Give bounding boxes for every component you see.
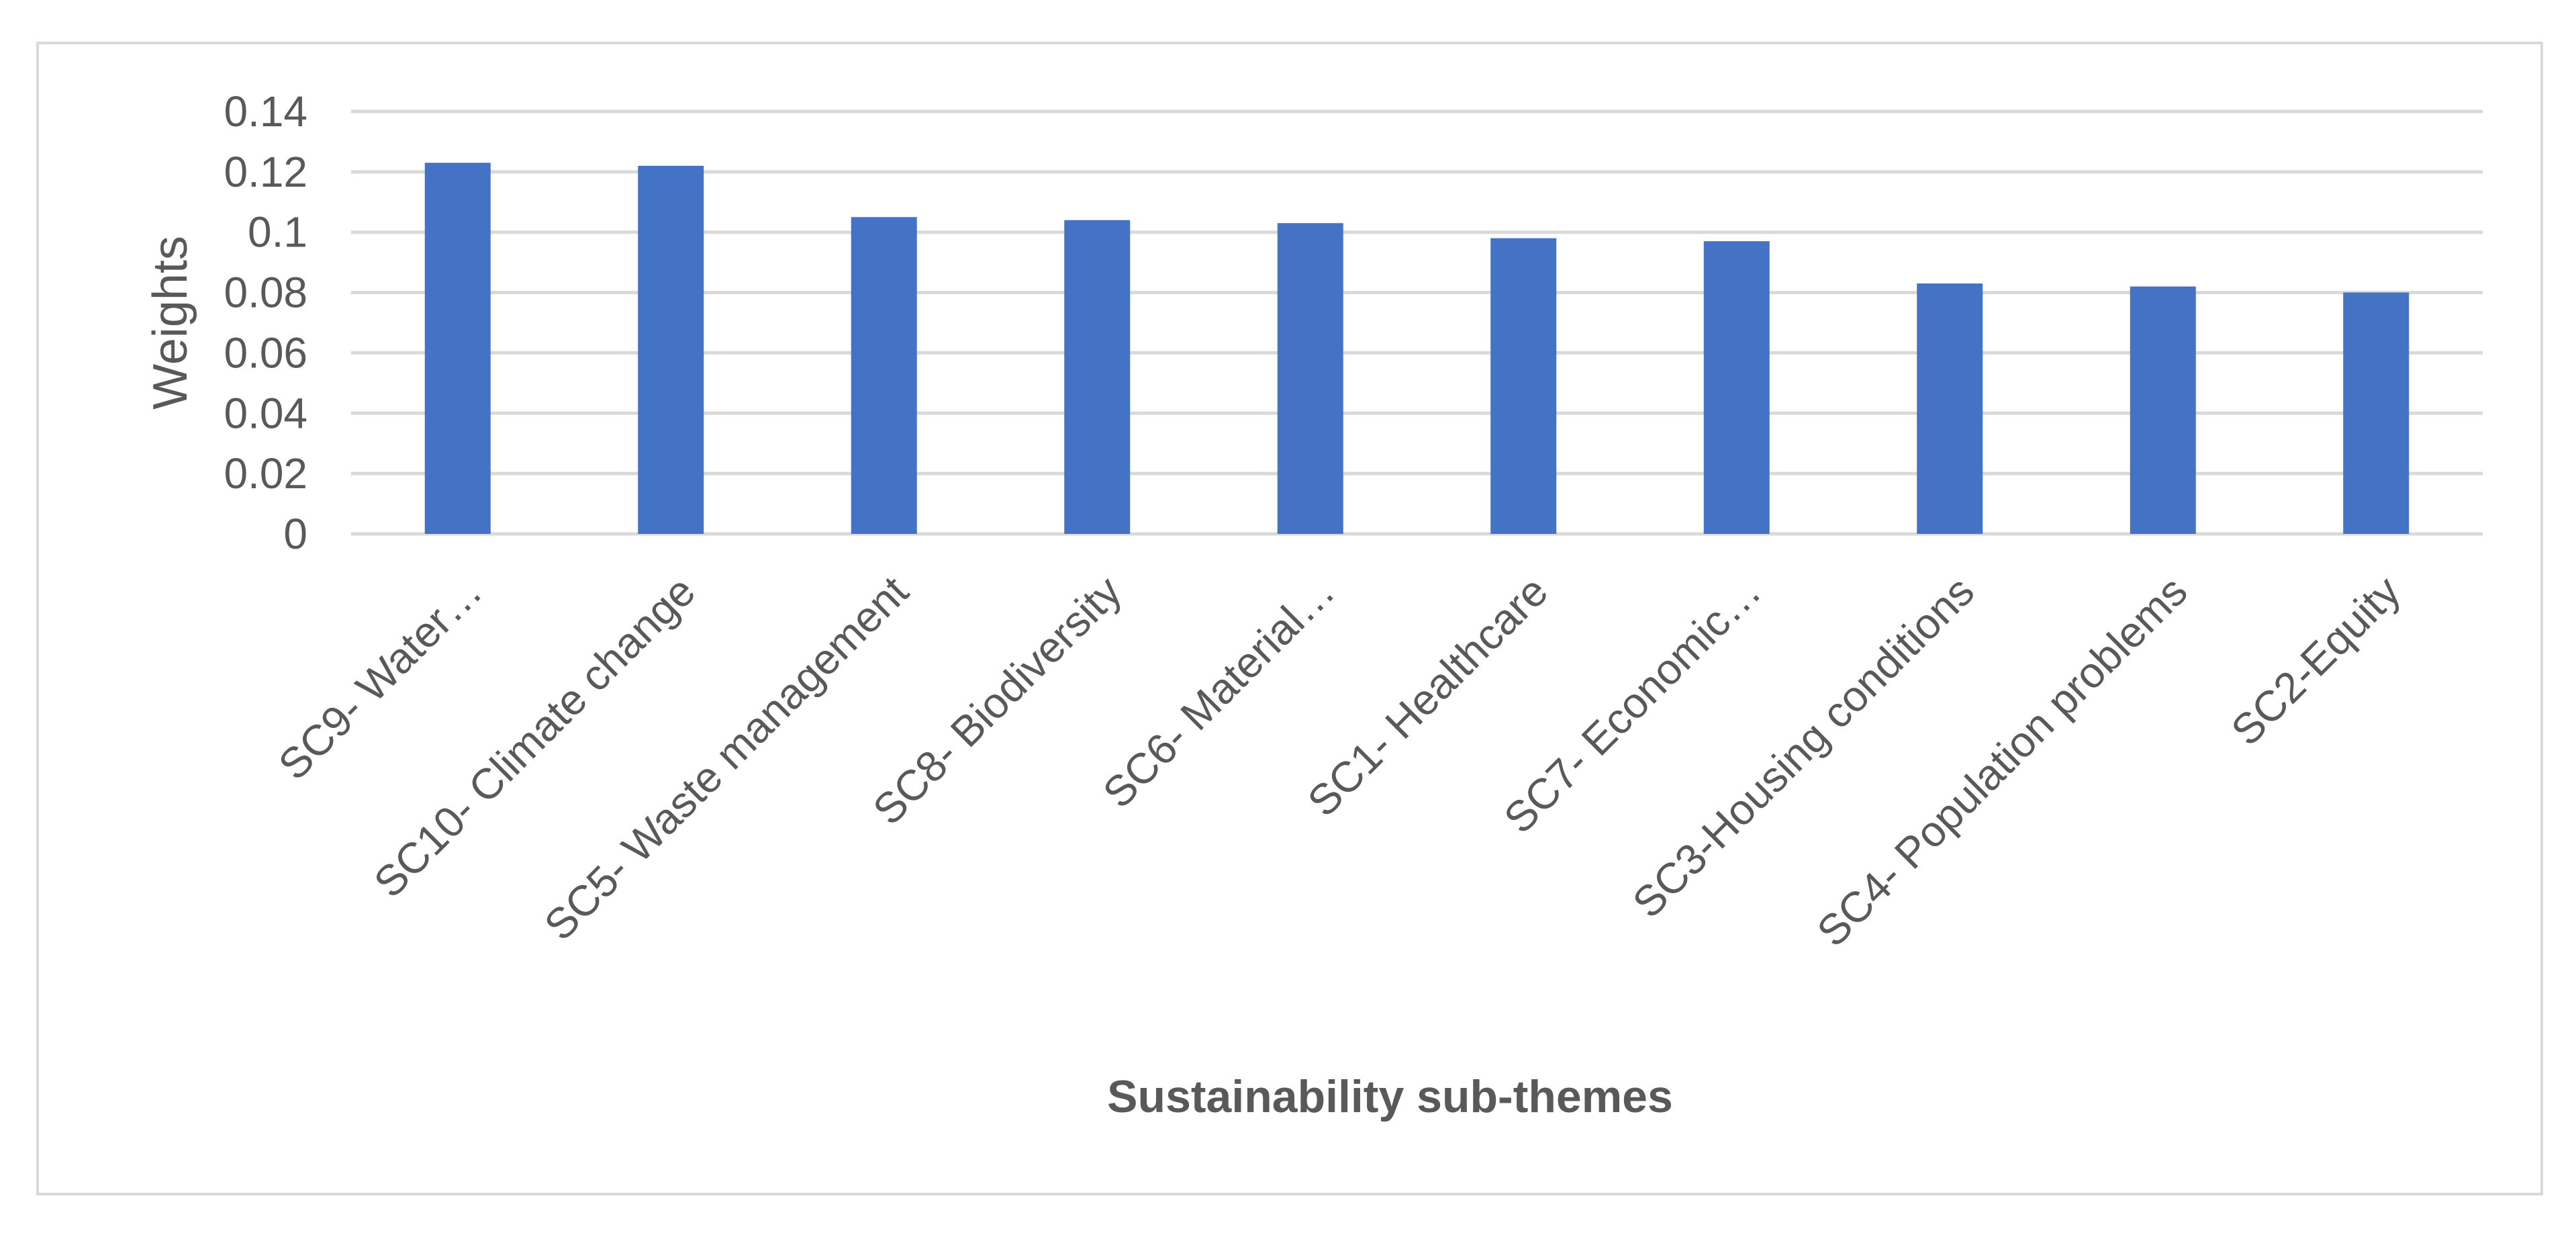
bar [1917, 283, 1983, 534]
bar [1490, 238, 1557, 534]
bar [638, 165, 704, 534]
bar [1064, 220, 1131, 534]
bars [424, 163, 2410, 535]
y-tick-label: 0.14 [224, 87, 307, 136]
bar [424, 163, 491, 535]
x-tick-label: SC9- Water… [269, 567, 491, 789]
y-tick-label: 0.04 [224, 389, 307, 437]
gridlines [351, 109, 2483, 536]
bar-chart: 0 0.02 0.04 0.06 0.08 0.1 0.12 0.14 SC9- Water…… [144, 87, 2483, 1122]
y-axis-title: Weights [144, 236, 197, 410]
y-axis-ticks: 0 0.02 0.04 0.06 0.08 0.1 0.12 0.14 [224, 87, 307, 558]
x-axis-title: Sustainability sub-themes [1107, 1071, 1673, 1122]
bar [1277, 223, 1343, 534]
x-tick-label: SC5- Waste management [535, 567, 918, 950]
bar [1703, 241, 1770, 534]
y-tick-label: 0.12 [224, 148, 307, 196]
x-tick-label: SC4- Population problems [1807, 567, 2196, 956]
bar [2343, 292, 2410, 534]
y-tick-label: 0 [283, 510, 307, 558]
y-tick-label: 0.06 [224, 328, 307, 377]
chart-frame: 0 0.02 0.04 0.06 0.08 0.1 0.12 0.14 SC9- Water…… [36, 42, 2543, 1195]
y-tick-label: 0.02 [224, 449, 307, 498]
bar [2130, 286, 2196, 534]
x-tick-label: SC2-Equity [2222, 567, 2410, 755]
x-tick-label: SC3-Housing conditions [1623, 567, 1983, 927]
x-tick-label: SC6- Material… [1094, 567, 1344, 817]
y-tick-label: 0.08 [224, 269, 307, 317]
bar [851, 217, 917, 534]
y-tick-label: 0.1 [248, 208, 307, 257]
